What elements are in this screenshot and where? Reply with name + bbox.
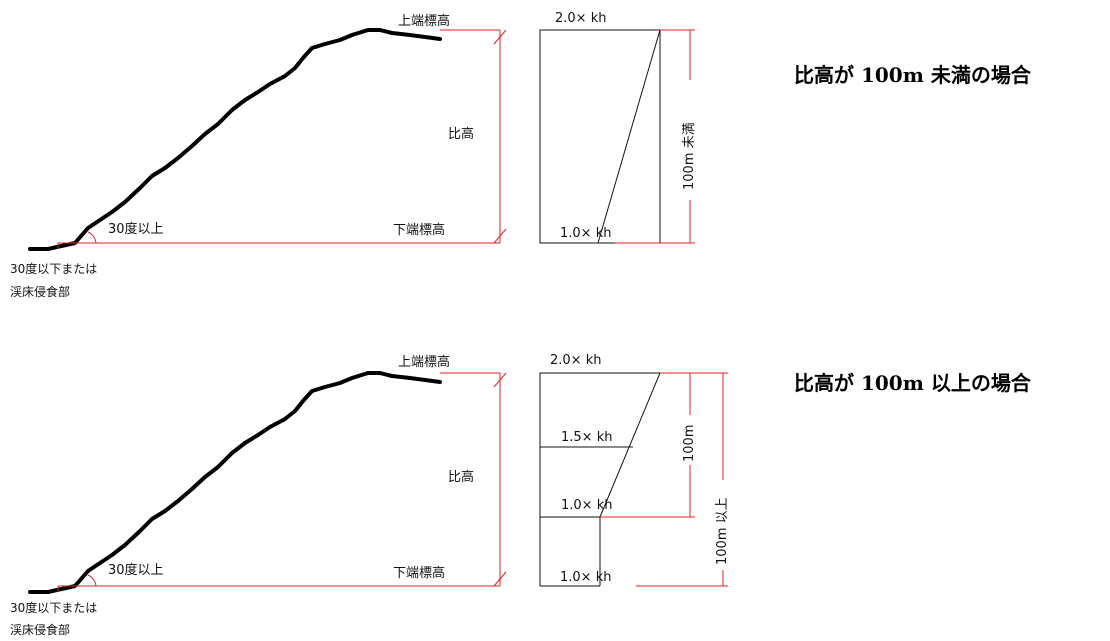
factor-bottom-label: 1.0× kh	[560, 226, 611, 241]
height-over-label: 100m 以上	[715, 497, 730, 565]
slope-profile	[28, 371, 442, 594]
upper-caption: 比高が 100m 未満の場合	[794, 63, 1032, 87]
factor-mid-label: 1.5× kh	[561, 430, 612, 445]
factor-lower-label: 1.0× kh	[561, 498, 612, 513]
foot-label-line1: 30度以下または	[10, 600, 97, 615]
relative-height-label: 比高	[448, 469, 474, 485]
coefficient-slope	[599, 372, 661, 518]
break-mark-top	[493, 372, 507, 388]
foot-label-line1: 30度以下または	[10, 261, 97, 276]
slope-profile	[28, 28, 442, 251]
factor-top-label: 2.0× kh	[550, 353, 601, 368]
angle-arc	[87, 231, 97, 244]
coefficient-box	[539, 372, 660, 586]
relative-height-label: 比高	[448, 126, 474, 142]
height-range-label: 100m 未満	[682, 122, 697, 190]
foot-label-line2: 渓床侵食部	[10, 622, 70, 637]
factor-top-label: 2.0× kh	[555, 11, 606, 26]
slope-angle-label: 30度以上	[108, 562, 164, 578]
bottom-elevation-label: 下端標高	[393, 565, 445, 581]
bottom-elevation-label: 下端標高	[393, 222, 445, 238]
lower-diagram: 上端標高 比高 下端標高 30度以上 30度以下または 渓床侵食部 2.0× k…	[10, 353, 1032, 637]
break-mark-bottom	[493, 571, 507, 587]
top-elevation-label: 上端標高	[398, 13, 450, 29]
height-100m-label: 100m	[682, 425, 697, 462]
angle-arc	[87, 574, 97, 587]
factor-bottom-label: 1.0× kh	[560, 570, 611, 585]
slope-angle-label: 30度以上	[108, 221, 164, 237]
coefficient-box	[539, 29, 661, 244]
foot-label-line2: 渓床侵食部	[10, 284, 70, 299]
top-elevation-label: 上端標高	[398, 354, 450, 370]
upper-diagram: 上端標高 比高 下端標高 30度以上 30度以下または 渓床侵食部 2.0× k…	[10, 11, 1032, 299]
break-mark-bottom	[493, 228, 507, 244]
coefficient-slope	[597, 29, 661, 244]
break-mark-top	[493, 29, 507, 45]
lower-caption: 比高が 100m 以上の場合	[794, 371, 1032, 395]
